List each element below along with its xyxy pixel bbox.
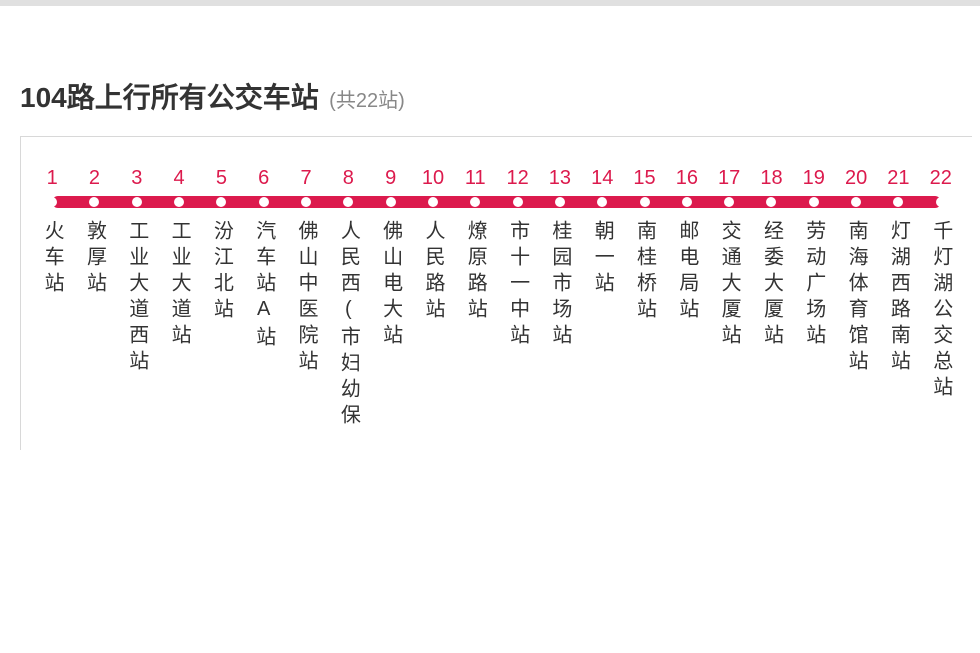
- stop-dot-icon: [936, 197, 946, 207]
- stop-number: 19: [803, 167, 825, 190]
- stop-dot-icon: [89, 197, 99, 207]
- stops-row: 1 火车站 2 敦厚站 3 工业大道西站 4 工业大道站 5 汾江北站 6 汽车站A站 7 佛山中医院站 8…: [31, 167, 962, 430]
- stop-dot-icon: [301, 197, 311, 207]
- stop-dot-icon: [470, 197, 480, 207]
- stop-dot-icon: [851, 197, 861, 207]
- stop-number: 3: [131, 167, 142, 190]
- stop-number: 2: [89, 167, 100, 190]
- stop-number: 1: [47, 167, 58, 190]
- stop-name: 佛山电大站: [380, 220, 402, 350]
- stop-dot-icon: [893, 197, 903, 207]
- stop-dot-icon: [132, 197, 142, 207]
- stop-name: 交通大厦站: [718, 220, 740, 350]
- stop-name: 人民西(市妇幼保: [337, 220, 359, 430]
- stop-name: 工业大道站: [168, 220, 190, 350]
- stop-dot-icon: [809, 197, 819, 207]
- stop-dot-icon: [174, 197, 184, 207]
- stop-name: 燎原路站: [464, 220, 486, 324]
- stop-dot-icon: [597, 197, 607, 207]
- stop-name: 桂园市场站: [549, 220, 571, 350]
- stop-number: 18: [760, 167, 782, 190]
- stop-number: 22: [930, 167, 952, 190]
- stop-name: 千灯湖公交总站: [930, 220, 952, 402]
- stop-number: 4: [174, 167, 185, 190]
- page-title: 104路上行所有公交车站: [20, 82, 319, 113]
- title-row: 104路上行所有公交车站 (共22站): [20, 76, 972, 116]
- stop-number: 14: [591, 167, 613, 190]
- stop-number: 10: [422, 167, 444, 190]
- stop-dot-icon: [724, 197, 734, 207]
- stop-dot-icon: [386, 197, 396, 207]
- stop-dot-icon: [640, 197, 650, 207]
- stop-name: 经委大厦站: [760, 220, 782, 350]
- stop-number: 17: [718, 167, 740, 190]
- stop-name: 佛山中医院站: [295, 220, 317, 376]
- stop-name: 南海体育馆站: [845, 220, 867, 376]
- stop-name: 汾江北站: [210, 220, 232, 324]
- stop-dot-icon: [216, 197, 226, 207]
- stop-number: 16: [676, 167, 698, 190]
- stop-dot-icon: [766, 197, 776, 207]
- stop-name: 汽车站A站: [253, 220, 275, 352]
- stop-number: 11: [465, 167, 486, 190]
- stop-number: 12: [506, 167, 528, 190]
- stop-name: 工业大道西站: [126, 220, 148, 376]
- stop-number: 5: [216, 167, 227, 190]
- stop-dot-icon: [47, 197, 57, 207]
- stop-number: 13: [549, 167, 571, 190]
- stop-number: 21: [887, 167, 909, 190]
- page-container: 104路上行所有公交车站 (共22站) 1 火车站 2 敦厚站 3 工业大道西站 4 工业大道…: [0, 6, 980, 490]
- stop-number: 15: [633, 167, 655, 190]
- stop-name: 朝一站: [591, 220, 613, 298]
- page-subtitle: (共22站): [329, 90, 405, 112]
- stop-dot-icon: [682, 197, 692, 207]
- stop-name: 火车站: [41, 220, 63, 298]
- stop-dot-icon: [555, 197, 565, 207]
- stop-dot-icon: [259, 197, 269, 207]
- stop-number: 7: [300, 167, 311, 190]
- stop-number: 20: [845, 167, 867, 190]
- stop-name: 劳动广场站: [803, 220, 825, 350]
- route-track: [52, 196, 941, 208]
- stop-number: 8: [343, 167, 354, 190]
- stop-name: 南桂桥站: [634, 220, 656, 324]
- stop-number: 6: [258, 167, 269, 190]
- route-diagram: 1 火车站 2 敦厚站 3 工业大道西站 4 工业大道站 5 汾江北站 6 汽车站A站 7 佛山中医院站 8…: [20, 136, 972, 450]
- stop-number: 9: [385, 167, 396, 190]
- stop-dot-icon: [513, 197, 523, 207]
- stop-dot-icon: [428, 197, 438, 207]
- stop-name: 市十一中站: [507, 220, 529, 350]
- stop-name: 灯湖西路南站: [887, 220, 909, 376]
- stop-dot-icon: [343, 197, 353, 207]
- stop-name: 邮电局站: [676, 220, 698, 324]
- stop-name: 人民路站: [422, 220, 444, 324]
- stop-name: 敦厚站: [83, 220, 105, 298]
